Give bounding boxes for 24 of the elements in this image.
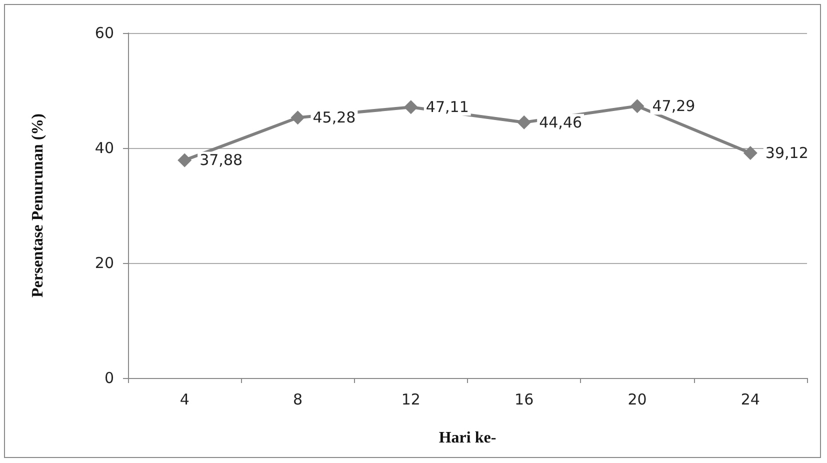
point xyxy=(178,153,192,168)
data-label: 44,46 xyxy=(539,113,582,132)
x-axis-title: Hari ke- xyxy=(438,430,496,446)
point xyxy=(517,115,532,130)
y-axis-title: Persentase Penurunan (%) xyxy=(30,114,46,298)
data-label: 45,28 xyxy=(312,108,356,127)
data-label: 39,12 xyxy=(765,144,808,162)
y-tick-label: 60 xyxy=(94,24,114,42)
point xyxy=(630,99,644,114)
point xyxy=(290,110,305,125)
x-tick-label: 4 xyxy=(180,390,190,408)
x-tick-label: 8 xyxy=(292,390,303,408)
x-tick-label: 12 xyxy=(401,390,420,408)
y-tick-label: 40 xyxy=(94,139,114,157)
y-tick-label: 0 xyxy=(104,369,114,387)
x-tick-label: 16 xyxy=(514,390,534,408)
point xyxy=(743,146,758,160)
point xyxy=(404,100,418,114)
x-tick-label: 20 xyxy=(628,390,647,408)
data-label: 47,11 xyxy=(426,98,469,116)
y-tick-label: 20 xyxy=(94,254,114,272)
data-label: 37,88 xyxy=(200,151,243,170)
x-tick-label: 24 xyxy=(740,390,760,408)
data-label: 47,29 xyxy=(652,97,696,116)
